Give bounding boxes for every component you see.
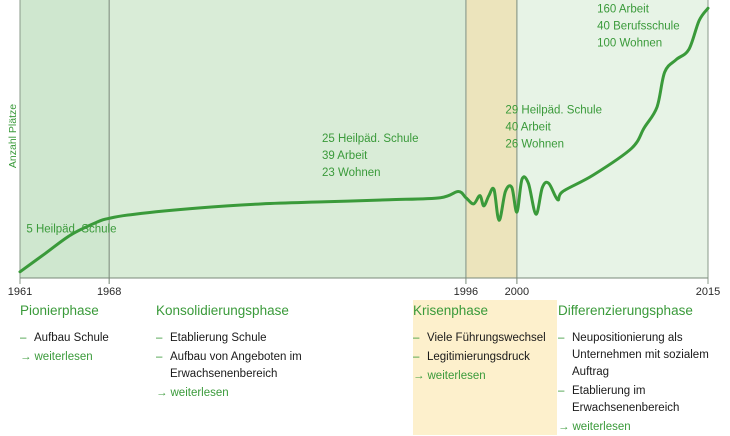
annotation-line: 5 Heilpäd. Schule	[26, 224, 116, 236]
phase-pionier: Pionierphase – Aufbau Schule → weiterlesen	[20, 302, 145, 366]
chart: 1961 1968 1996 2000 2015 5 Heilpäd. Schule 25…	[8, 0, 720, 298]
read-more-link[interactable]: → weiterlesen	[413, 370, 486, 382]
annotation: 160 Arbeit 40 Berufsschule 100 Wohnen	[597, 3, 679, 49]
annotation-line: 100 Wohnen	[597, 37, 662, 49]
phase-title: Differenzierungsphase	[558, 303, 693, 318]
annotation-line: 40 Berufsschule	[597, 20, 679, 32]
phase-title: Pionierphase	[20, 303, 99, 318]
annotation: 25 Heilpäd. Schule 39 Arbeit 23 Wohnen	[322, 133, 419, 179]
phase-item: – Aufbau von Angeboten im Erwachsenenbere…	[156, 351, 302, 380]
annotation-line: 23 Wohnen	[322, 167, 381, 179]
phase-item: – Viele Führungswechsel	[413, 332, 546, 344]
phase-konsolidierung: Konsolidierungsphase – Etablierung Schule…	[156, 302, 396, 402]
phase-krise: Krisenphase – Viele Führungswechsel – Legi…	[413, 302, 553, 385]
annotation-line: 160 Arbeit	[597, 3, 650, 15]
x-tick-label: 1996	[454, 286, 478, 298]
x-tick-label: 2015	[696, 286, 720, 298]
phase-band	[20, 0, 110, 278]
phase-band	[109, 0, 466, 278]
phase-item: – Neupositionierung als Unternehmen mit s…	[558, 332, 709, 378]
annotation: 5 Heilpäd. Schule	[26, 224, 116, 236]
annotation: 29 Heilpäd. Schule 40 Arbeit 26 Wohnen	[505, 104, 602, 150]
read-more-link[interactable]: → weiterlesen	[156, 387, 229, 399]
annotation-line: 29 Heilpäd. Schule	[505, 104, 602, 116]
phase-differenzierung: Differenzierungsphase – Neupositionierung…	[558, 302, 723, 436]
x-tick-label: 1961	[8, 286, 32, 298]
annotation-line: 26 Wohnen	[505, 138, 564, 150]
phase-item: – Etablierung im Erwachsenenbereich	[558, 385, 680, 414]
phase-title: Konsolidierungsphase	[156, 303, 289, 318]
x-tick-label: 1968	[97, 286, 121, 298]
phase-band	[465, 0, 517, 278]
phase-item: – Aufbau Schule	[20, 332, 109, 344]
phase-title: Krisenphase	[413, 303, 489, 318]
annotation-line: 25 Heilpäd. Schule	[322, 133, 419, 145]
annotation-line: 39 Arbeit	[322, 150, 368, 162]
y-axis-label: Anzahl Plätze	[7, 103, 19, 169]
read-more-link[interactable]: → weiterlesen	[20, 351, 93, 363]
annotation-line: 40 Arbeit	[505, 121, 551, 133]
phase-item: – Legitimierungsdruck	[413, 351, 530, 363]
crisis-phase-highlight	[413, 300, 557, 435]
read-more-link[interactable]: → weiterlesen	[558, 421, 631, 433]
phase-item: – Etablierung Schule	[156, 332, 267, 344]
series-line	[18, 6, 710, 274]
phase-band	[516, 0, 708, 278]
x-tick-label: 2000	[505, 286, 529, 298]
